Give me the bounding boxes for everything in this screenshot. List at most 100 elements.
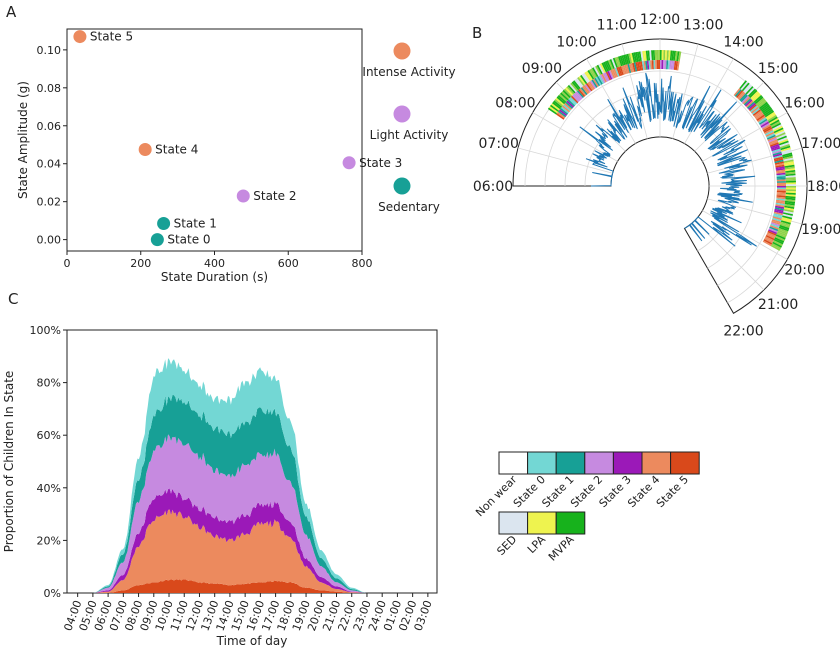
activity-ring-segment xyxy=(778,226,789,232)
state-ring-segment xyxy=(645,60,648,70)
legend-marker xyxy=(393,177,411,195)
activity-ring-segment xyxy=(599,63,606,73)
activity-ring-segment xyxy=(744,84,753,94)
state-ring-segment xyxy=(625,64,630,74)
activity-ring-segment xyxy=(782,215,793,220)
state-ring-segment xyxy=(629,63,633,73)
panel-letter-a: A xyxy=(6,3,17,21)
activity-ring-segment xyxy=(561,91,570,100)
y-tick-label: 80% xyxy=(37,377,61,390)
state-ring-segment xyxy=(575,91,583,100)
state-ring-segment xyxy=(776,199,786,203)
state-ring-segment xyxy=(588,81,595,90)
state-ring-segment xyxy=(655,60,657,70)
legend-marker xyxy=(393,105,411,123)
data-point xyxy=(150,233,164,247)
activity-ring-segment xyxy=(784,163,795,167)
state-ring-segment xyxy=(764,128,773,135)
activity-ring-segment xyxy=(642,50,646,62)
state-ring-segment xyxy=(579,88,587,96)
activity-ring-segment xyxy=(785,199,796,202)
state-ring-segment xyxy=(771,220,781,225)
state-ring-segment xyxy=(773,214,783,219)
state-ring-segment xyxy=(776,195,786,198)
y-tick-label: 0.10 xyxy=(37,44,62,57)
state-ring-segment xyxy=(656,59,659,69)
state-ring-segment xyxy=(734,89,742,97)
state-ring-segment xyxy=(580,87,588,96)
state-ring-segment xyxy=(753,110,762,118)
activity-ring-segment xyxy=(566,86,575,95)
hour-label: 08:00 xyxy=(495,96,535,112)
activity-ring-segment xyxy=(779,223,790,228)
state-ring-segment xyxy=(570,95,579,104)
state-ring-segment xyxy=(765,235,775,241)
state-ring-segment xyxy=(611,69,617,78)
state-ring-segment xyxy=(564,102,572,110)
activity-ring-segment xyxy=(770,244,781,251)
point-label: State 5 xyxy=(90,30,133,44)
state-ring-segment xyxy=(769,142,779,147)
state-ring-segment xyxy=(641,61,645,71)
y-tick-label: 20% xyxy=(37,534,61,547)
activity-ring-segment xyxy=(780,221,791,227)
activity-ring-segment xyxy=(571,81,580,91)
activity-ring-segment xyxy=(596,64,603,75)
state-ring-segment xyxy=(770,143,780,149)
activity-swatch xyxy=(498,511,529,535)
activity-ring-segment xyxy=(772,241,782,248)
activity-ring-segment xyxy=(784,204,795,208)
state-ring-segment xyxy=(664,60,667,70)
activity-ring-segment xyxy=(785,170,796,173)
state-ring-segment xyxy=(776,169,786,173)
activity-ring-segment xyxy=(631,52,636,63)
state-swatch xyxy=(555,451,586,475)
point-label: State 2 xyxy=(253,189,296,203)
hour-label: 14:00 xyxy=(723,34,763,50)
activity-ring-segment xyxy=(771,122,782,129)
state-ring-segment xyxy=(771,148,781,153)
activity-ring-segment xyxy=(781,149,792,154)
state-ring-segment xyxy=(769,140,779,146)
y-tick-label: 0% xyxy=(44,587,61,600)
state-ring-segment xyxy=(764,236,774,242)
state-ring-segment xyxy=(667,60,670,70)
state-ring-segment xyxy=(630,63,635,73)
state-ring-segment xyxy=(635,62,639,72)
activity-ring-segment xyxy=(780,145,791,151)
activity-ring-segment xyxy=(775,132,786,138)
activity-ring-segment xyxy=(556,96,566,105)
activity-ring-segment xyxy=(569,83,577,93)
activity-ring-segment xyxy=(647,50,651,61)
activity-ring-segment xyxy=(762,107,773,115)
panel-letter-b: B xyxy=(472,24,482,42)
state-ring-segment xyxy=(756,114,765,121)
y-tick-label: 60% xyxy=(37,429,61,442)
activity-ring-segment xyxy=(635,52,639,63)
state-ring-segment xyxy=(776,196,786,200)
state-ring-segment xyxy=(741,95,750,104)
state-swatch xyxy=(527,451,557,475)
activity-ring-segment xyxy=(783,161,794,165)
activity-ring-segment xyxy=(784,202,795,206)
activity-ring-segment xyxy=(773,240,783,247)
state-ring-segment xyxy=(599,74,606,84)
activity-ring-segment xyxy=(773,238,784,245)
state-ring-segment xyxy=(739,93,747,102)
state-ring-segment xyxy=(585,83,593,92)
state-ring-segment xyxy=(748,102,756,110)
activity-ring-segment xyxy=(644,50,647,61)
state-ring-segment xyxy=(572,94,580,103)
activity-ring-segment xyxy=(781,150,792,155)
state-swatch xyxy=(641,451,672,475)
state-ring-segment xyxy=(749,104,757,112)
state-ring-segment xyxy=(648,60,651,70)
activity-ring-segment xyxy=(740,81,749,91)
activity-ring-segment xyxy=(775,234,786,240)
state-ring-segment xyxy=(766,134,776,140)
activity-ring-segment xyxy=(567,84,576,94)
state-ring-segment xyxy=(770,145,780,150)
activity-ring-segment xyxy=(669,50,673,61)
